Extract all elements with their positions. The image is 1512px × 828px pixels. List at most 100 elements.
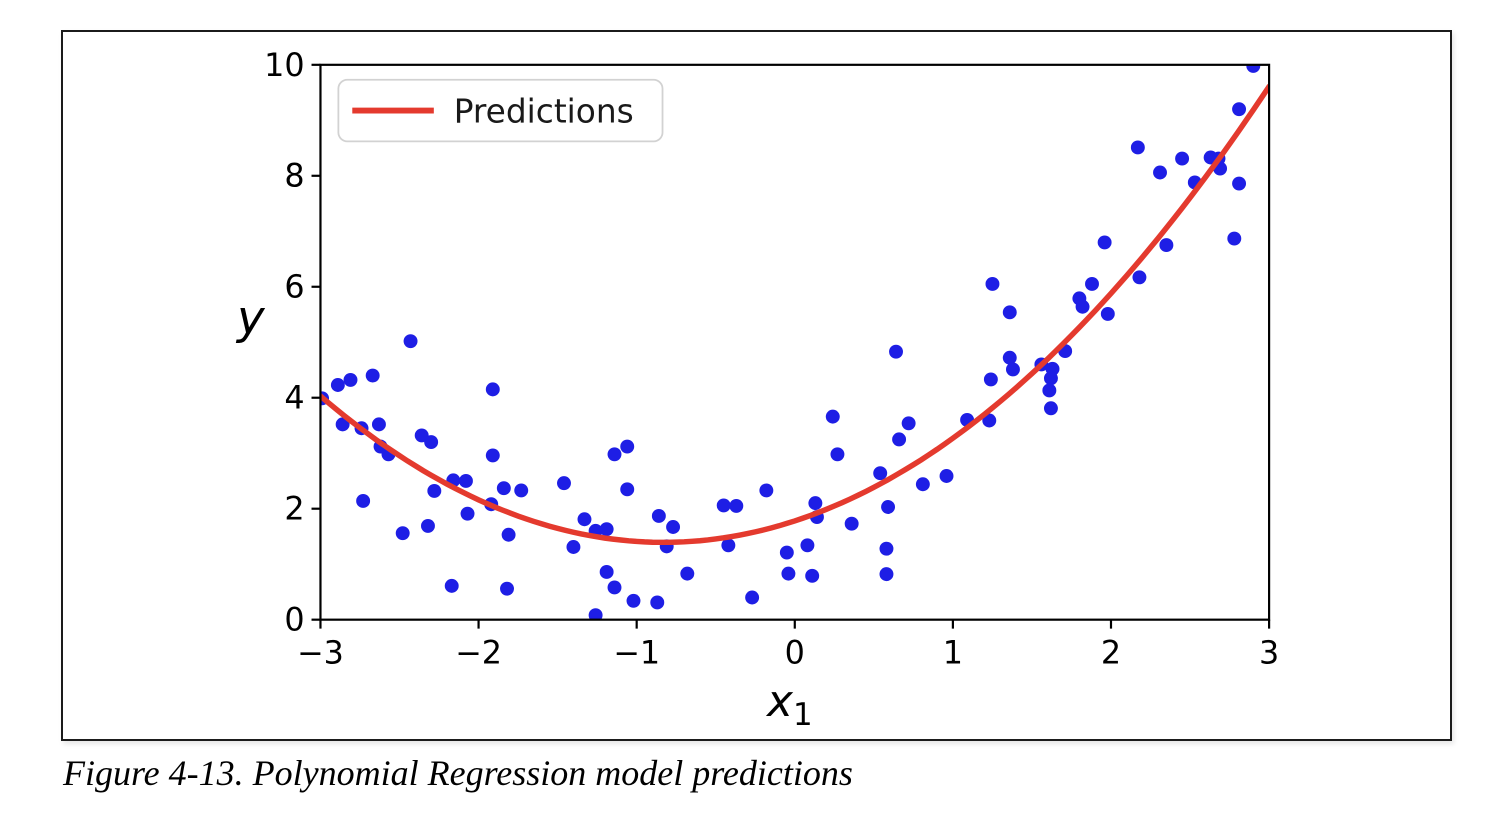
scatter-point: [1097, 235, 1112, 250]
scatter-point: [1130, 140, 1145, 155]
scatter-point: [825, 409, 840, 424]
scatter-point: [915, 477, 930, 492]
scatter-point: [588, 608, 603, 620]
scatter-point: [680, 566, 695, 581]
scatter-point: [1175, 151, 1190, 166]
scatter-point: [781, 566, 796, 581]
scatter-point: [1085, 277, 1099, 291]
scatter-point: [356, 493, 371, 508]
legend-label: Predictions: [454, 92, 634, 130]
scatter-point: [879, 541, 894, 556]
y-tick-label: 10: [264, 46, 304, 84]
scatter-point: [716, 498, 731, 513]
plot-border: [319, 63, 1271, 621]
scatter-point: [830, 447, 845, 462]
scatter-point: [844, 516, 859, 531]
scatter-point: [892, 432, 907, 447]
scatter-point: [1132, 270, 1147, 285]
y-tick-label: 2: [284, 490, 304, 528]
scatter-point: [566, 540, 581, 554]
scatter-point: [1043, 371, 1058, 386]
scatter-point: [982, 413, 997, 428]
x-tick-label: 1: [943, 633, 963, 671]
scatter-point: [577, 512, 592, 527]
scatter-point: [343, 372, 358, 387]
scatter-point: [1227, 231, 1242, 246]
y-tick-label: 4: [284, 379, 304, 417]
scatter-point: [620, 439, 635, 454]
scatter-point: [1042, 383, 1057, 398]
scatter-point: [983, 372, 998, 387]
scatter-point: [424, 435, 439, 450]
scatter-point: [1002, 305, 1017, 320]
x-axis-label: x1: [765, 676, 813, 733]
scatter-point: [1232, 102, 1247, 117]
x-tick-label: 2: [1101, 633, 1121, 671]
scatter-point: [1100, 306, 1115, 321]
scatter-point: [607, 580, 622, 595]
scatter-point: [403, 334, 418, 349]
scatter-point: [805, 568, 820, 583]
y-tick-label: 6: [284, 268, 304, 306]
scatter-point: [599, 564, 614, 579]
scatter-point: [1002, 350, 1017, 365]
scatter-point: [1153, 165, 1167, 180]
scatter-point: [496, 481, 511, 496]
scatter-point: [1075, 299, 1090, 314]
legend-box: [337, 78, 664, 143]
y-tick-label: 0: [284, 601, 304, 639]
scatter-point: [395, 526, 410, 541]
scatter-point: [666, 520, 681, 534]
scatter-point: [626, 593, 641, 608]
scatter-point: [873, 466, 888, 481]
scatter-point: [458, 473, 473, 488]
scatter-point: [881, 500, 896, 514]
scatter-point: [939, 469, 954, 483]
scatter-point: [420, 518, 435, 533]
scatter-point: [808, 496, 823, 511]
scatter-point: [651, 509, 666, 523]
x-tick-label: −1: [613, 633, 660, 671]
y-axis-label: y: [235, 291, 266, 345]
scatter-point: [371, 417, 386, 432]
scatter-point: [599, 522, 614, 537]
scatter-point: [427, 483, 442, 498]
scatter-point: [879, 567, 894, 582]
scatter-point: [501, 527, 516, 542]
chart-figure: −3 −2 −1 0 1 2 3 0 2 4 6 8 10 x1 y Predictions: [61, 30, 1452, 741]
scatter-point: [460, 506, 475, 521]
scatter-point: [779, 545, 794, 560]
scatter-point: [557, 476, 571, 491]
scatter-point: [745, 590, 760, 605]
scatter-point: [1159, 238, 1174, 253]
scatter-point: [607, 447, 622, 462]
scatter-point: [889, 344, 903, 359]
scatter-point: [620, 482, 635, 497]
chart-svg: −3 −2 −1 0 1 2 3 0 2 4 6 8 10 x1 y Predictions: [235, 46, 1279, 733]
x-tick-label: 0: [785, 633, 805, 671]
x-tick-label: −3: [297, 633, 344, 671]
scatter-point: [1043, 401, 1058, 416]
scatter-point: [759, 483, 774, 498]
scatter-point: [330, 378, 345, 392]
scatter-point: [444, 578, 459, 593]
scatter-point: [1232, 176, 1247, 191]
y-tick-label: 8: [284, 157, 304, 195]
scatter-point: [485, 448, 500, 463]
scatter-point: [650, 595, 665, 610]
scatter-point: [514, 483, 529, 498]
x-tick-label: −2: [455, 633, 502, 671]
figure-caption: Figure 4-13. Polynomial Regression model…: [63, 753, 853, 793]
scatter-point: [1005, 362, 1020, 377]
scatter-point: [800, 538, 815, 553]
scatter-point: [729, 498, 744, 513]
scatter-point: [901, 416, 916, 431]
prediction-curve: [320, 83, 1270, 546]
scatter-point: [485, 382, 500, 397]
scatter-point: [721, 538, 736, 553]
x-tick-label: 3: [1259, 633, 1279, 671]
scatter-point: [985, 277, 1000, 291]
scatter-point: [1246, 64, 1261, 73]
scatter-point: [335, 417, 350, 432]
